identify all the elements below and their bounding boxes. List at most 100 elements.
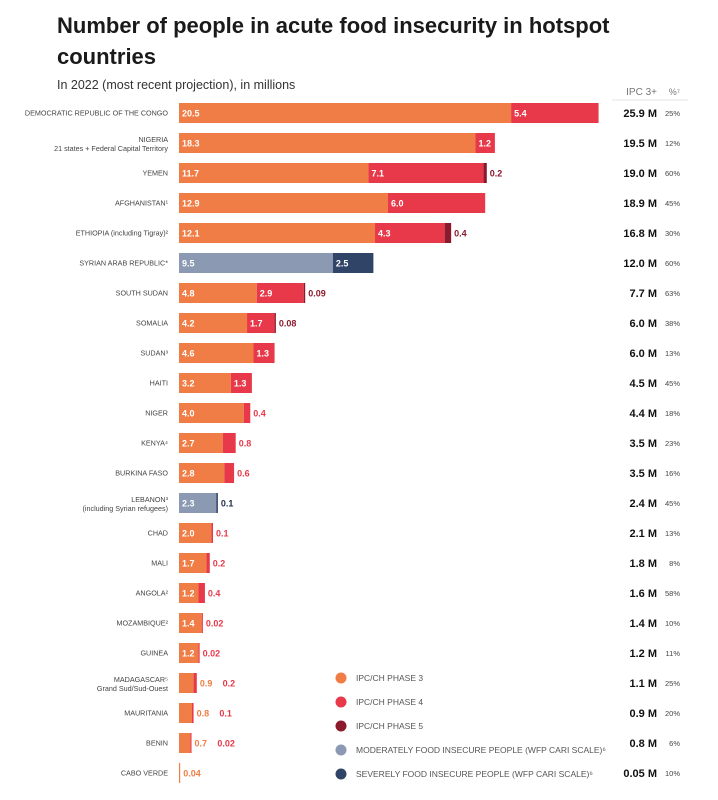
bar-phase4 xyxy=(190,733,192,753)
total-value: 25.9 M xyxy=(623,108,657,120)
total-value: 18.9 M xyxy=(623,198,657,210)
bar-phase4 xyxy=(211,523,214,543)
bar-phase3 xyxy=(179,343,254,363)
bar-value-label: 2.5 xyxy=(336,259,349,269)
total-value: 1.6 M xyxy=(629,588,657,600)
bar-phase3 xyxy=(179,193,388,213)
bar-phase4 xyxy=(198,583,205,603)
country-label: DEMOCRATIC REPUBLIC OF THE CONGO xyxy=(25,109,169,118)
country-label: ETHIOPIA (including Tigray)² xyxy=(76,229,169,238)
bar-value-label: 4.3 xyxy=(378,229,391,239)
legend-swatch xyxy=(335,672,347,684)
bar-moderate xyxy=(179,493,217,513)
total-value: 2.1 M xyxy=(629,528,657,540)
bar-value-label: 0.2 xyxy=(223,679,236,689)
percent-value: 60% xyxy=(665,169,680,178)
bar-value-label: 2.3 xyxy=(182,499,195,509)
country-label: NIGER xyxy=(145,409,168,418)
legend-label: IPC/CH PHASE 3 xyxy=(356,673,423,683)
bar-value-label: 1.7 xyxy=(182,559,195,569)
bar-phase4 xyxy=(253,343,275,363)
bar-value-label: 11.7 xyxy=(182,169,199,179)
bar-phase3 xyxy=(179,283,257,303)
bar-moderate xyxy=(179,253,333,273)
bar-value-label: 0.8 xyxy=(239,439,252,449)
bar-value-label: 4.6 xyxy=(182,349,195,359)
bar-value-label: 1.7 xyxy=(250,319,263,329)
bar-value-label: 18.3 xyxy=(182,139,200,149)
bar-phase4 xyxy=(201,613,203,633)
total-value: 0.8 M xyxy=(629,738,657,750)
bar-phase4 xyxy=(224,463,235,483)
bar-phase3 xyxy=(179,133,476,153)
bar-phase4 xyxy=(206,553,210,573)
total-value: 1.1 M xyxy=(629,678,657,690)
bar-phase4 xyxy=(387,193,486,213)
country-label: CABO VERDE xyxy=(121,769,168,778)
bar-phase3 xyxy=(179,103,512,123)
bar-phase3 xyxy=(179,703,192,723)
table-row: HAITI 3.2 1.3 4.5 M 45% xyxy=(150,373,680,393)
bar-value-label: 0.9 xyxy=(200,679,213,689)
percent-value: 45% xyxy=(665,199,680,208)
country-label: GUINEA xyxy=(140,649,168,658)
bar-phase3 xyxy=(179,553,207,573)
bar-value-label: 0.4 xyxy=(454,229,467,239)
bar-phase3 xyxy=(179,643,199,663)
country-label: SYRIAN ARAB REPUBLIC* xyxy=(79,259,168,268)
chart-title: Number of people in acute food insecurit… xyxy=(57,13,610,69)
bar-phase4 xyxy=(475,133,495,153)
percent-value: 25% xyxy=(665,109,680,118)
total-value: 6.0 M xyxy=(629,318,657,330)
percent-value: 13% xyxy=(665,529,680,538)
bar-phase4 xyxy=(368,163,484,183)
bar-value-label: 0.04 xyxy=(183,769,201,779)
table-row: SOUTH SUDAN 4.8 2.9 0.09 7.7 M 63% xyxy=(116,283,680,303)
bar-value-label: 0.1 xyxy=(216,529,229,539)
country-label: BURKINA FASO xyxy=(115,469,168,478)
country-label: NIGERIA xyxy=(138,135,168,144)
percent-value: 45% xyxy=(665,499,680,508)
percent-value: 38% xyxy=(665,319,680,328)
bar-phase3 xyxy=(179,433,223,453)
total-value: 0.9 M xyxy=(629,708,657,720)
bar-value-label: 1.2 xyxy=(478,139,491,149)
country-label: SUDAN³ xyxy=(140,349,168,358)
bar-phase3 xyxy=(179,163,369,183)
legend-label: IPC/CH PHASE 5 xyxy=(356,721,423,731)
table-row: YEMEN 11.7 7.1 0.2 19.0 M 60% xyxy=(142,163,680,183)
bar-value-label: 0.6 xyxy=(237,469,250,479)
bar-phase4 xyxy=(375,223,445,243)
bar-phase3 xyxy=(179,733,191,753)
bar-value-label: 4.8 xyxy=(182,289,195,299)
bar-value-label: 9.5 xyxy=(182,259,195,269)
table-row: MALI 1.7 0.2 1.8 M 8% xyxy=(151,553,680,573)
bar-phase3 xyxy=(179,583,199,603)
bar-value-label: 0.2 xyxy=(213,559,226,569)
percent-value: 10% xyxy=(665,769,680,778)
percent-value: 63% xyxy=(665,289,680,298)
bar-phase4 xyxy=(191,703,194,723)
percent-value: 10% xyxy=(665,619,680,628)
total-column-header: IPC 3+ xyxy=(626,87,657,98)
bar-value-label: 0.7 xyxy=(195,739,208,749)
table-row: DEMOCRATIC REPUBLIC OF THE CONGO 20.5 5.4 2… xyxy=(25,103,680,123)
legend-label: SEVERELY FOOD INSECURE PEOPLE (WFP CARI … xyxy=(356,769,593,779)
table-row: ETHIOPIA (including Tigray)² 12.1 4.3 0.4 16… xyxy=(76,223,680,243)
bar-phase3 xyxy=(179,373,231,393)
bar-value-label: 3.2 xyxy=(182,379,195,389)
bar-value-label: 4.0 xyxy=(182,409,195,419)
bar-phase4 xyxy=(230,373,252,393)
total-value: 16.8 M xyxy=(623,228,657,240)
percent-value: 25% xyxy=(665,679,680,688)
total-value: 1.8 M xyxy=(629,558,657,570)
legend-label: IPC/CH PHASE 4 xyxy=(356,697,423,707)
percent-value: 30% xyxy=(665,229,680,238)
total-value: 12.0 M xyxy=(623,258,657,270)
bar-phase5 xyxy=(483,163,487,183)
legend-label: MODERATELY FOOD INSECURE PEOPLE (WFP CAR… xyxy=(356,745,606,755)
bar-phase4 xyxy=(256,283,304,303)
total-value: 1.2 M xyxy=(629,648,657,660)
